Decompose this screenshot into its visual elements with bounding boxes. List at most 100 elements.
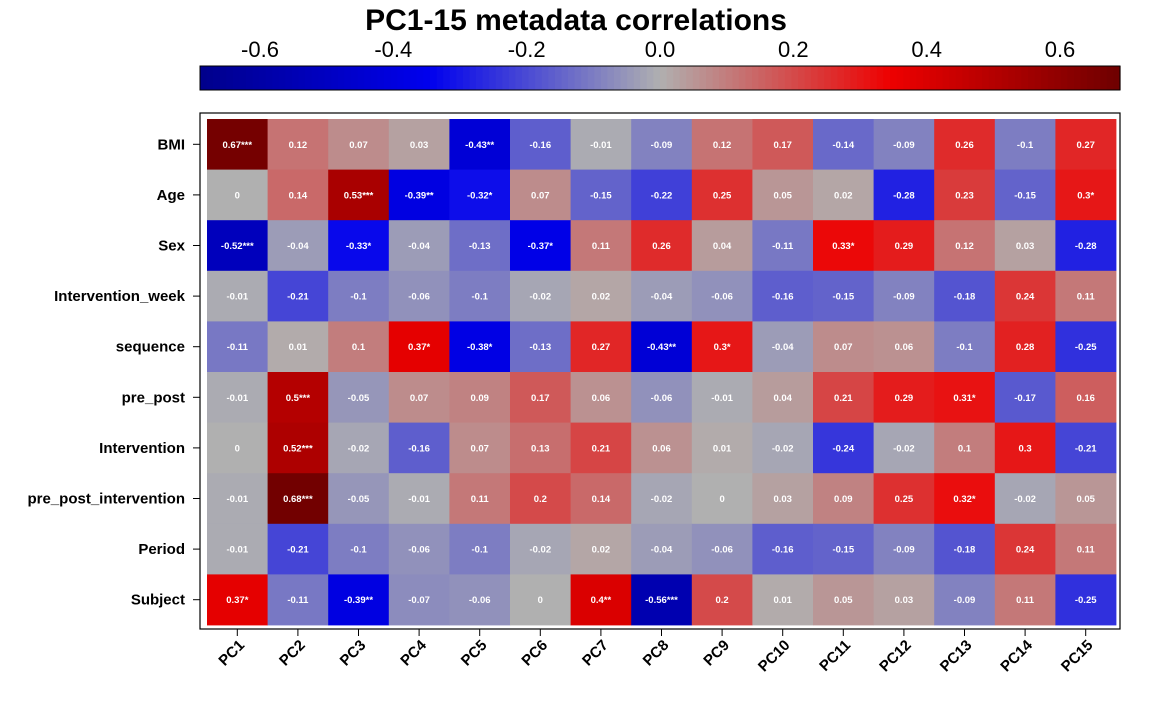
cell-value-label: 0.12 [955, 241, 974, 252]
cell-value-label: -0.09 [893, 292, 915, 303]
color-scale-step [863, 66, 871, 90]
color-scale-step [600, 66, 609, 90]
color-scale-step [706, 66, 714, 90]
row-label: Age [157, 187, 185, 204]
cell-value-label: 0.07 [834, 342, 853, 353]
heatmap-cell [1055, 473, 1117, 525]
heatmap-cell [813, 220, 874, 272]
column-label: PC14 [997, 636, 1036, 675]
heatmap-cell [267, 372, 329, 423]
color-scale-step [765, 66, 773, 90]
heatmap-cell [873, 422, 935, 474]
cell-value-label: -0.02 [772, 443, 794, 454]
color-scale-step [903, 66, 911, 90]
color-scale-step [285, 66, 293, 90]
color-scale-step [469, 66, 477, 90]
color-scale-step [620, 66, 628, 90]
color-scale-step [502, 66, 510, 90]
cell-value-label: -0.1 [350, 292, 367, 303]
row-label: pre_post_intervention [27, 491, 185, 508]
cell-value-label: -0.05 [348, 393, 370, 404]
column-label: PC6 [518, 637, 551, 670]
color-scale-step [443, 66, 451, 90]
heatmap-cell [994, 473, 1056, 525]
heatmap-cell [752, 372, 814, 423]
color-scale-step [607, 66, 615, 90]
cell-value-label: 0.29 [895, 241, 914, 252]
plot-frame [199, 112, 1121, 630]
heatmap-cell [813, 574, 874, 626]
color-scale-step [252, 66, 260, 90]
heatmap-cell [1055, 523, 1117, 575]
color-scale-step [1060, 66, 1069, 90]
cell-value-label: -0.1 [350, 545, 367, 556]
cell-value-label: 0 [538, 595, 543, 606]
heatmap-cell [570, 220, 632, 272]
color-scale-step [246, 66, 254, 90]
cell-value-label: -0.15 [590, 190, 612, 201]
heatmap-cell [934, 220, 996, 272]
cell-value-label: 0.32* [953, 494, 975, 505]
column-label: PC15 [1058, 637, 1097, 676]
heatmap-cell [813, 270, 874, 322]
heatmap-cell [691, 574, 753, 626]
cell-value-label: -0.06 [408, 545, 430, 556]
heatmap-cell [510, 523, 571, 575]
cell-value-label: 0 [235, 443, 240, 454]
heatmap-cell [691, 220, 753, 272]
heatmap-cell [207, 169, 268, 221]
cell-value-label: -0.16 [772, 292, 794, 303]
cell-value-label: 0.17 [773, 140, 792, 151]
column-label: PC4 [397, 636, 430, 669]
column-label: PC1 [215, 637, 248, 670]
heatmap-cell [631, 473, 693, 525]
heatmap-cell [752, 422, 814, 474]
heatmap-cell [570, 270, 632, 322]
row-label: sequence [116, 339, 185, 356]
cell-value-label: 0.27 [1076, 140, 1095, 151]
cell-value-label: 0.3* [714, 342, 731, 353]
heatmap-cell [449, 220, 511, 272]
cell-value-label: -0.1 [472, 292, 489, 303]
cell-value-label: -0.02 [529, 292, 551, 303]
heatmap-cell [813, 523, 874, 575]
heatmap-cell [570, 473, 632, 525]
cell-value-label: -0.16 [529, 140, 551, 151]
color-scale-step [1021, 66, 1029, 90]
color-scale-frame [199, 65, 1121, 91]
heatmap-cell [1055, 574, 1117, 626]
cell-value-label: 0.16 [1076, 393, 1095, 404]
cell-value-label: 0.02 [592, 545, 611, 556]
color-scale-step [522, 66, 530, 90]
cell-value-label: 0.25 [895, 494, 914, 505]
color-scale-step [219, 66, 227, 90]
color-scale-step [232, 66, 241, 90]
cell-value-label: 0.67*** [223, 140, 253, 151]
cell-value-label: -0.06 [469, 595, 491, 606]
cell-value-label: 0.11 [1077, 292, 1096, 303]
color-scale-step [883, 66, 891, 90]
heatmap-cell [388, 321, 450, 373]
color-scale-step [1054, 66, 1062, 90]
color-scale-step [699, 66, 707, 90]
heatmap-cell [570, 574, 632, 626]
color-scale-step [259, 66, 267, 90]
heatmap-cell [570, 372, 632, 423]
column-label: PC7 [579, 637, 612, 670]
color-scale-step [614, 66, 622, 90]
color-scale-step [646, 66, 655, 90]
heatmap-cell [1055, 422, 1117, 474]
row-label: Sex [158, 238, 185, 255]
cell-value-label: -0.11 [772, 241, 794, 252]
cell-value-label: 0.12 [713, 140, 732, 151]
color-scale-step [653, 66, 661, 90]
heatmap-cell [388, 119, 450, 170]
color-scale-step [988, 66, 996, 90]
heatmap-cell [449, 119, 511, 170]
color-scale-step [837, 66, 845, 90]
color-scale-step [397, 66, 405, 90]
cell-value-label: 0.3* [1077, 190, 1094, 201]
heatmap-cell [873, 220, 935, 272]
cell-value-label: 0 [719, 494, 724, 505]
color-scale-step [587, 66, 595, 90]
